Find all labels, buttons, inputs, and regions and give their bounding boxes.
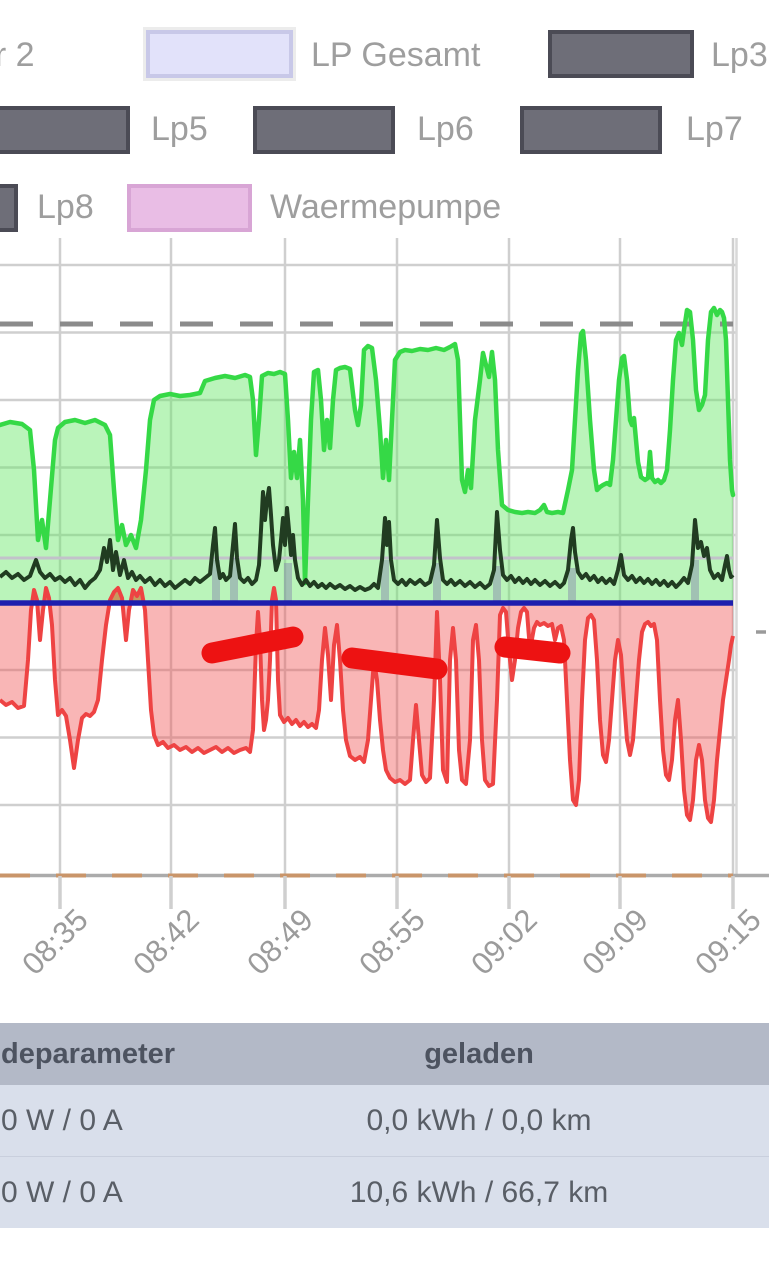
table-header-ladeparameter: deparameter	[1, 1037, 176, 1070]
cell-geladen: 0,0 kWh / 0,0 km	[366, 1103, 592, 1137]
legend-label-waermepumpe[interactable]: Waermepumpe	[270, 188, 502, 226]
power-chart	[0, 238, 769, 909]
cell-ladeparameter: 0 W / 0 A	[1, 1175, 123, 1209]
legend-label-lp8[interactable]: Lp8	[37, 188, 94, 226]
legend-label-lp7[interactable]: Lp7	[686, 110, 743, 148]
legend-swatch-lp5[interactable]	[0, 106, 130, 154]
legend-swatch-waermepumpe[interactable]	[127, 184, 252, 232]
marker-2-annotation	[341, 647, 448, 680]
charge-power-area	[0, 588, 733, 822]
marker-3-annotation	[494, 636, 571, 664]
pv-surplus-line	[0, 305, 736, 586]
legend-swatch-lp8[interactable]	[0, 184, 18, 232]
table-header-geladen: geladen	[424, 1037, 534, 1070]
legend-label-lp-gesamt[interactable]: LP Gesamt	[311, 36, 481, 74]
table-row: 0 W / 0 A 0,0 kWh / 0,0 km	[0, 1085, 769, 1156]
legend-swatch-lp7[interactable]	[520, 106, 662, 154]
legend-label-lp6[interactable]: Lp6	[417, 110, 474, 148]
cell-geladen: 10,6 kWh / 66,7 km	[349, 1175, 609, 1209]
legend-swatch-lp3[interactable]	[548, 30, 694, 78]
marker-1-annotation	[201, 626, 304, 664]
pv-surplus-area	[0, 308, 733, 603]
lp-gesamt-spikes	[212, 558, 699, 603]
legend-swatch-lp-gesamt[interactable]	[146, 30, 293, 78]
legend-label-speicher2[interactable]: cher 2	[0, 36, 35, 74]
house-consumption-line	[0, 486, 735, 592]
x-axis-ticks	[58, 876, 735, 909]
table-row: 0 W / 0 A 10,6 kWh / 66,7 km	[0, 1156, 769, 1228]
cell-ladeparameter: 0 W / 0 A	[1, 1103, 123, 1137]
legend-label-lp3[interactable]: Lp3	[711, 36, 768, 74]
charge-table: deparameter geladen 0 W / 0 A 0,0 kWh / …	[0, 1023, 769, 1228]
charge-power-line	[0, 586, 735, 824]
legend-label-lp5[interactable]: Lp5	[151, 110, 208, 148]
table-header-row: deparameter geladen	[0, 1023, 769, 1085]
legend-swatch-lp6[interactable]	[253, 106, 395, 154]
